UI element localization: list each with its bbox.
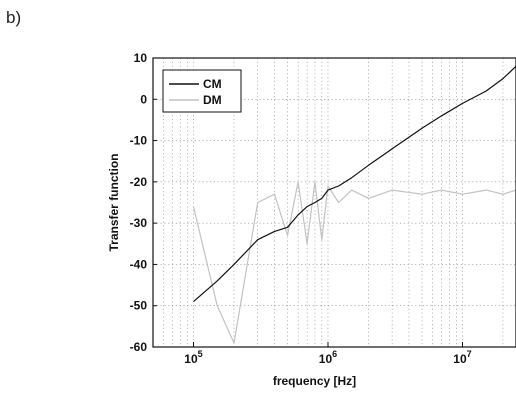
legend-label: CM	[203, 77, 222, 91]
series-layer	[192, 65, 516, 344]
y-tick-label: -20	[130, 175, 148, 189]
series-line-dm	[192, 181, 516, 344]
legend-label: DM	[203, 93, 222, 107]
series-line-cm	[193, 65, 516, 303]
y-tick-label: -60	[130, 340, 148, 354]
x-tick-label: 106	[319, 349, 337, 366]
y-tick-label: -50	[130, 299, 148, 313]
legend-box	[162, 69, 242, 113]
y-tick-label: -30	[130, 216, 148, 230]
y-tick-label: -40	[130, 257, 148, 271]
y-tick-label: 10	[134, 51, 148, 65]
tick-layer: 10 0 -10 -20 -30 -40 -50 -60 105 106 107	[130, 51, 472, 366]
x-axis-label: frequency [Hz]	[273, 374, 356, 388]
y-axis-label: Transfer function	[107, 153, 121, 251]
x-tick-label: 105	[184, 349, 202, 366]
panel-label: b)	[6, 8, 22, 27]
legend: CM DM	[162, 69, 242, 113]
y-tick-label: 0	[140, 92, 147, 106]
plot-frame	[152, 57, 516, 348]
x-tick-label: 107	[453, 349, 471, 366]
y-tick-label: -10	[130, 134, 148, 148]
